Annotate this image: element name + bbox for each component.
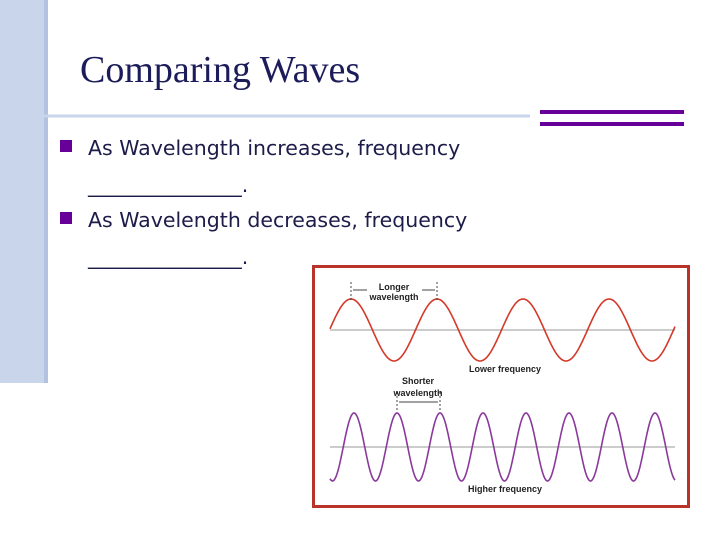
low-frequency-wave	[329, 298, 676, 362]
figure-label: wavelength	[392, 388, 442, 398]
wave-figure: Longer wavelength Lower frequency Shorte…	[312, 265, 690, 508]
accent-line	[540, 122, 684, 126]
bullet-blank: _______________.	[87, 173, 248, 198]
figure-label: Shorter	[402, 376, 435, 386]
accent-line	[540, 110, 684, 114]
bullet-text: As Wavelength increases, frequency	[88, 136, 460, 160]
bullet-blank: _______________.	[87, 245, 248, 270]
slide-title: Comparing Waves	[80, 49, 360, 91]
side-bar-edge	[44, 0, 48, 383]
figure-frame	[312, 265, 690, 508]
bullet-text: As Wavelength decreases, frequency	[88, 208, 467, 232]
figure-caption: Higher frequency	[468, 484, 542, 494]
figure-label: wavelength	[368, 292, 418, 302]
figure-caption: Lower frequency	[469, 364, 541, 374]
figure-label: Longer	[379, 282, 410, 292]
bullet-marker	[60, 212, 72, 224]
high-frequency-wave	[329, 412, 676, 482]
bullet-marker	[60, 140, 72, 152]
side-bar	[0, 0, 48, 383]
